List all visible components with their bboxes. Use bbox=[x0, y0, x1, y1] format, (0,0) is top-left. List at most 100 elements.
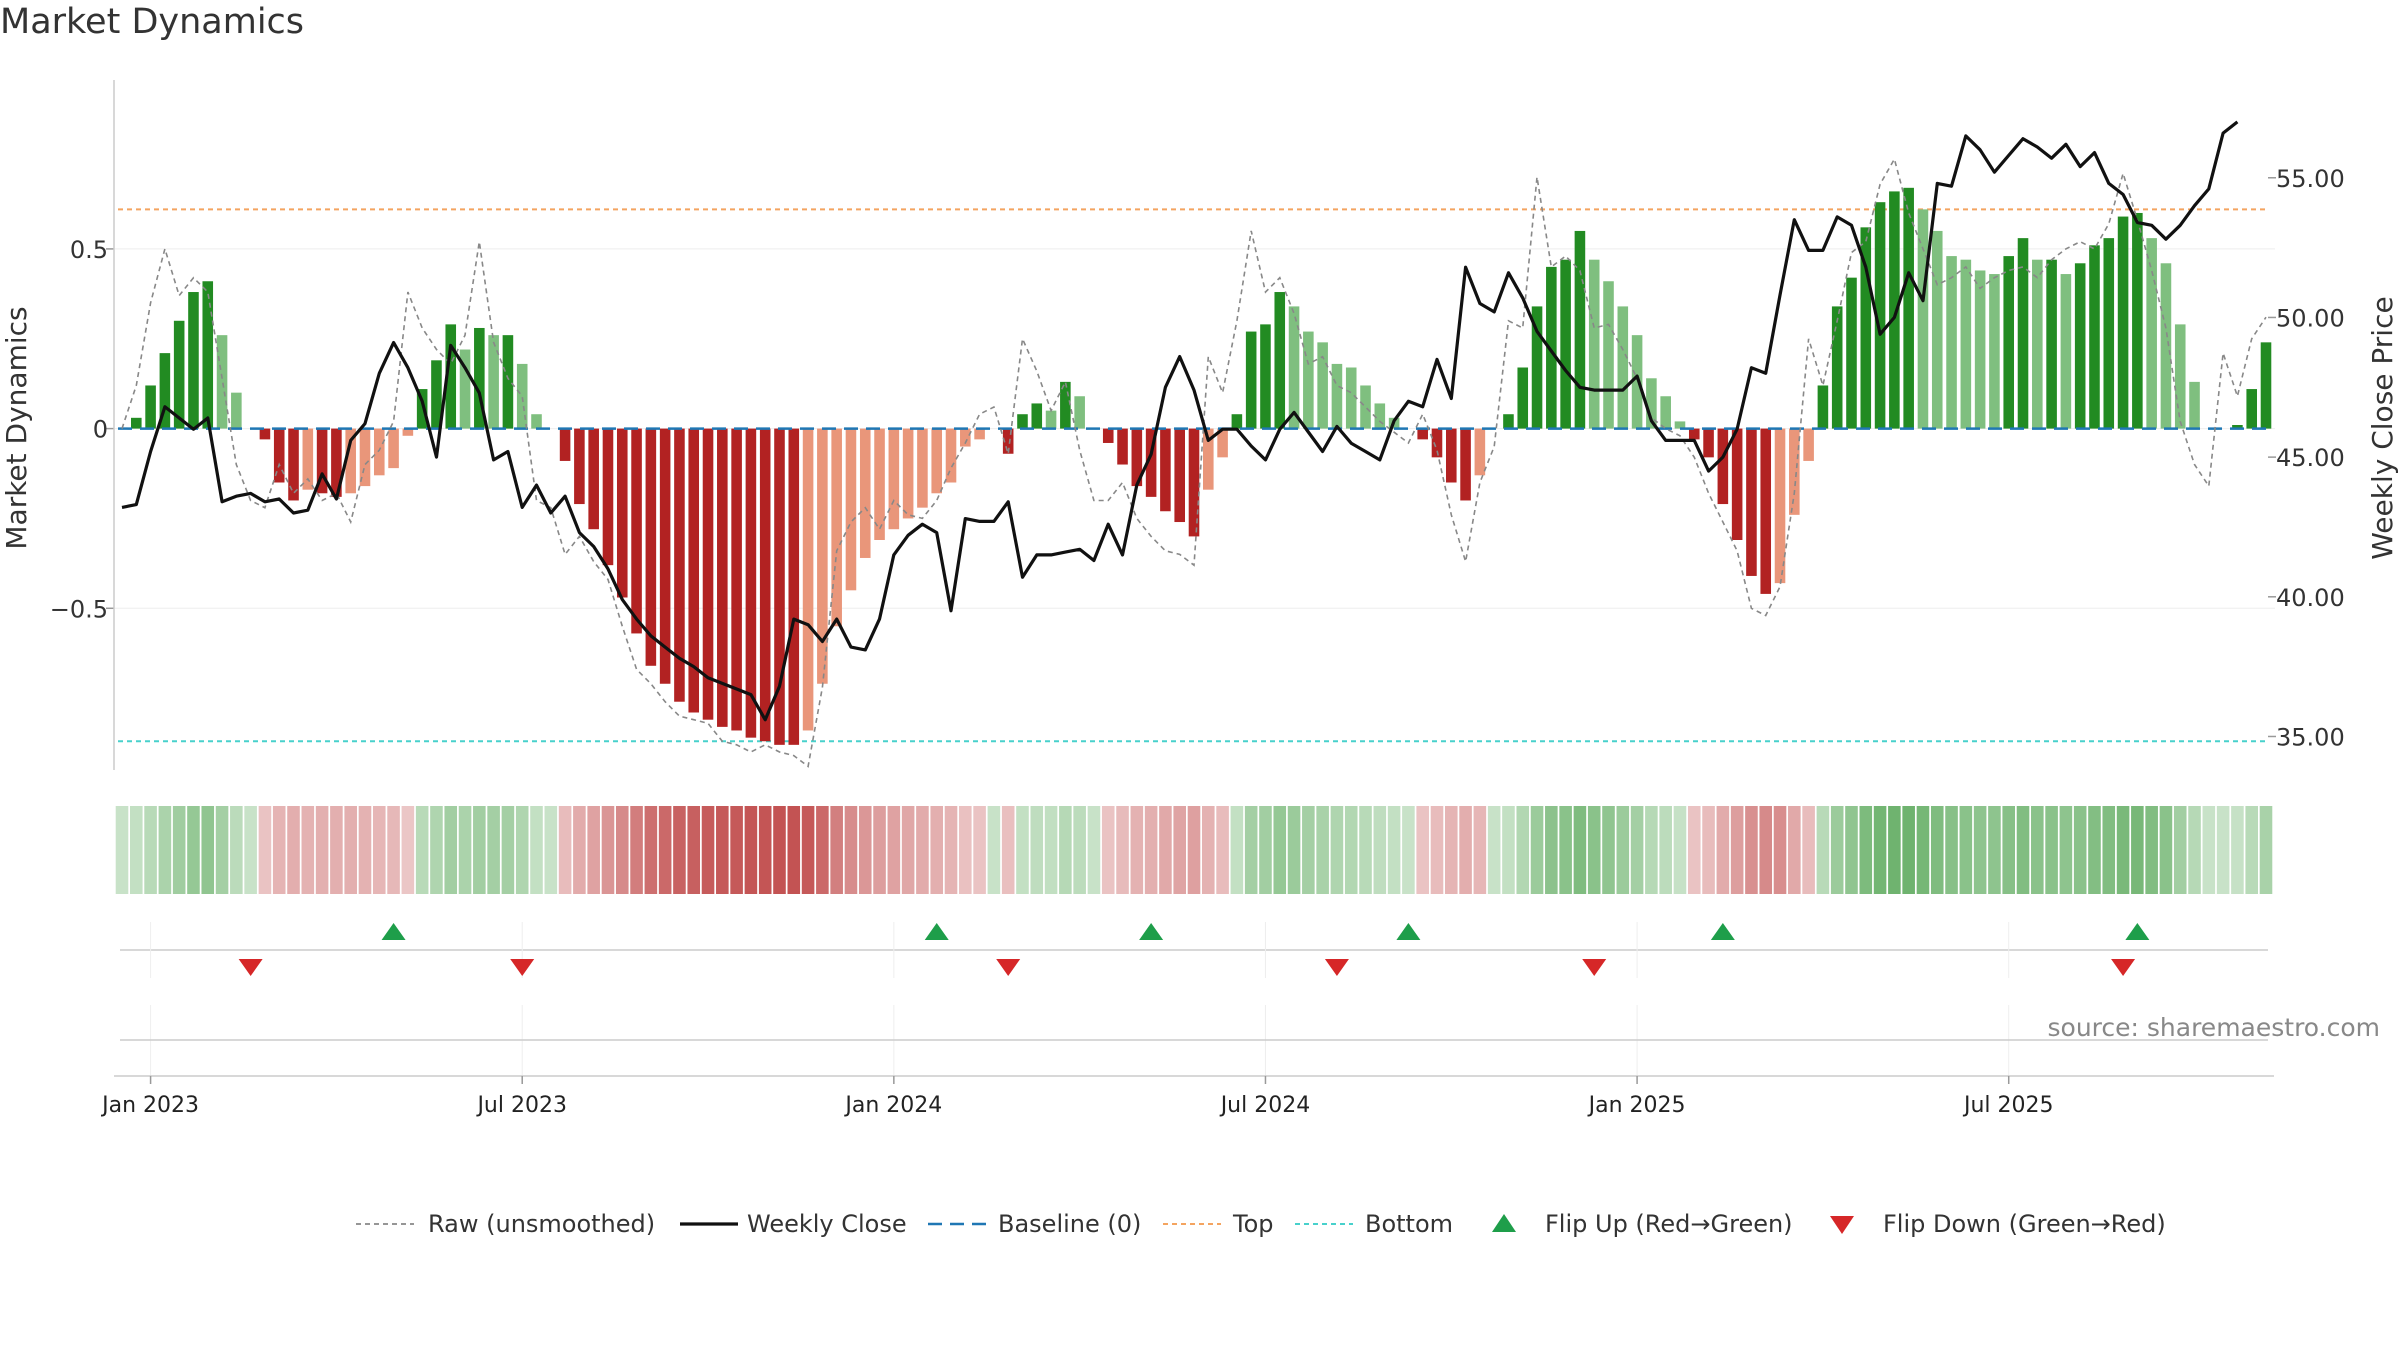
heat-strip-cell bbox=[1430, 806, 1444, 894]
dynamics-bar bbox=[145, 385, 156, 429]
heat-strip-cell bbox=[1101, 806, 1115, 894]
heat-strip-cell bbox=[1873, 806, 1887, 894]
dynamics-bar bbox=[574, 428, 585, 505]
legend-swatch bbox=[1492, 1214, 1516, 1232]
heat-strip-cell bbox=[2131, 806, 2144, 894]
dynamics-bar bbox=[2174, 324, 2186, 429]
dynamics-bar bbox=[1989, 274, 2000, 429]
heat-strip-cell bbox=[1044, 806, 1058, 894]
dynamics-bar bbox=[331, 428, 342, 497]
heat-strip-cell bbox=[172, 806, 186, 894]
heat-strip-cell bbox=[1216, 806, 1229, 894]
dynamics-bar bbox=[1846, 277, 1857, 429]
heat-strip-cell bbox=[730, 806, 743, 894]
dynamics-bar bbox=[2117, 216, 2129, 429]
heat-strip-cell bbox=[1130, 806, 1144, 894]
dynamics-bar bbox=[774, 428, 785, 745]
heat-strip-cell bbox=[2202, 806, 2216, 894]
y2-tick-label: 35.00 bbox=[2276, 723, 2345, 751]
dynamics-bar bbox=[788, 428, 800, 745]
heat-strip bbox=[115, 806, 2273, 894]
dynamics-bar bbox=[731, 428, 742, 731]
legend-label: Raw (unsmoothed) bbox=[428, 1210, 655, 1238]
heat-strip-cell bbox=[1773, 806, 1787, 894]
heat-strip-cell bbox=[601, 806, 615, 894]
x-tick-label: Jul 2025 bbox=[1962, 1093, 2054, 1118]
dynamics-bar bbox=[702, 428, 714, 720]
legend-label: Top bbox=[1232, 1210, 1274, 1238]
dynamics-bar bbox=[2132, 212, 2143, 429]
heat-strip-cell bbox=[358, 806, 372, 894]
dynamics-bar bbox=[1960, 259, 1972, 429]
heat-strip-cell bbox=[1244, 806, 1258, 894]
x-tick-label: Jan 2023 bbox=[100, 1093, 199, 1118]
heat-strip-cell bbox=[430, 806, 443, 894]
x-tick-label: Jul 2023 bbox=[475, 1093, 567, 1118]
heat-strip-cell bbox=[1187, 806, 1201, 894]
heat-strip-cell bbox=[959, 806, 972, 894]
dynamics-bar bbox=[1031, 403, 1043, 429]
heat-strip-cell bbox=[773, 806, 786, 894]
dynamics-bar bbox=[1288, 306, 1300, 429]
heat-strip-cell bbox=[973, 806, 986, 894]
heat-strip-cell bbox=[1859, 806, 1873, 894]
heat-strip-cell bbox=[1087, 806, 1101, 894]
x-tick-label: Jan 2025 bbox=[1587, 1093, 1686, 1118]
heat-strip-cell bbox=[1387, 806, 1401, 894]
dynamics-bar bbox=[488, 335, 499, 429]
y2-axis-label: Weekly Close Price bbox=[2366, 296, 2399, 559]
heat-strip-cell bbox=[344, 806, 357, 894]
heat-strip-cell bbox=[1902, 806, 1915, 894]
dynamics-bar bbox=[1188, 428, 1200, 537]
flip-down-marker bbox=[238, 959, 263, 976]
dynamics-bar bbox=[1274, 292, 1286, 429]
dynamics-bar bbox=[1874, 202, 1886, 429]
dynamics-bar bbox=[645, 428, 657, 666]
heat-strip-cell bbox=[1116, 806, 1129, 894]
dynamics-bar bbox=[402, 428, 414, 436]
heat-strip-cell bbox=[1502, 806, 1515, 894]
heat-strip-cell bbox=[744, 806, 758, 894]
heat-strip-cell bbox=[858, 806, 872, 894]
dynamics-bar bbox=[1674, 421, 1686, 429]
y-tick-label: 0 bbox=[93, 416, 108, 444]
heat-strip-cell bbox=[1673, 806, 1687, 894]
heat-strip-cell bbox=[1373, 806, 1387, 894]
dynamics-bar bbox=[1746, 428, 1757, 576]
dynamics-bar bbox=[1646, 378, 1657, 429]
heat-strip-cell bbox=[1173, 806, 1186, 894]
legend-label: Flip Down (Green→Red) bbox=[1883, 1210, 2166, 1238]
dynamics-bar bbox=[917, 428, 928, 508]
dynamics-bar bbox=[602, 428, 614, 566]
legend-label: Baseline (0) bbox=[998, 1210, 1141, 1238]
dynamics-bar bbox=[1331, 363, 1343, 429]
dynamics-bar bbox=[1517, 367, 1529, 429]
dynamics-bar bbox=[173, 320, 185, 429]
legend: Raw (unsmoothed) Weekly Close Baseline (0)… bbox=[356, 1210, 2166, 1238]
heat-strip-cell bbox=[2002, 806, 2016, 894]
dynamics-bar bbox=[131, 417, 142, 429]
heat-strip-cell bbox=[658, 806, 672, 894]
heat-strip-cell bbox=[1316, 806, 1329, 894]
dynamics-bar bbox=[1045, 410, 1057, 429]
dynamics-bar bbox=[416, 389, 428, 429]
heat-strip-cell bbox=[1016, 806, 1029, 894]
dynamics-bar bbox=[674, 428, 685, 702]
dynamics-bar bbox=[516, 363, 528, 429]
heat-strip-cell bbox=[1487, 806, 1501, 894]
heat-strip-cell bbox=[1916, 806, 1930, 894]
dynamics-bar bbox=[688, 428, 700, 713]
heat-strip-cell bbox=[530, 806, 543, 894]
dynamics-bar bbox=[1203, 428, 1214, 490]
y-tick-label: 0.5 bbox=[70, 236, 108, 264]
dynamics-bar bbox=[202, 281, 214, 429]
dynamics-bar bbox=[302, 428, 314, 490]
heat-strip-cell bbox=[258, 806, 272, 894]
dynamics-bar bbox=[1617, 306, 1629, 429]
dynamics-bar bbox=[2074, 263, 2086, 429]
dynamics-bar bbox=[2146, 238, 2157, 429]
heat-strip-cell bbox=[515, 806, 529, 894]
heat-strip-cell bbox=[401, 806, 415, 894]
dynamics-bar bbox=[431, 360, 442, 429]
